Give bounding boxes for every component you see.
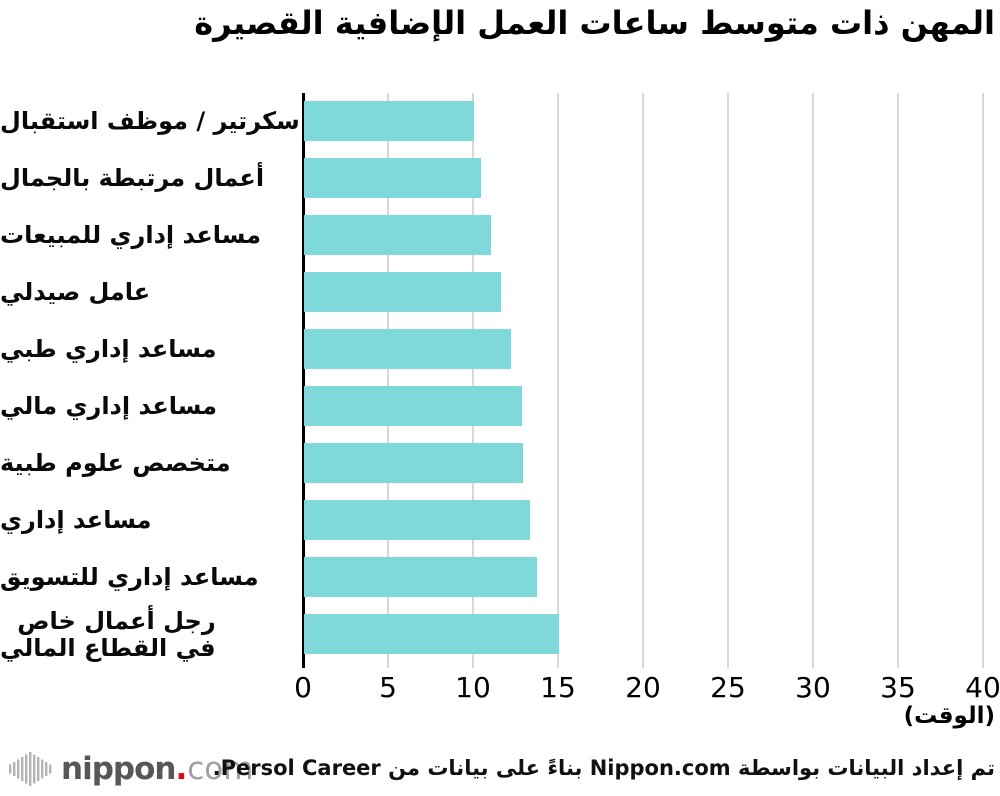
- gridline: [812, 93, 814, 668]
- x-tick-label: 35: [880, 671, 916, 704]
- x-tick-label: 5: [379, 671, 397, 704]
- y-category-label: عامل صيدلي: [0, 278, 151, 307]
- bar: [304, 386, 522, 426]
- y-category-label: مساعد إداري للتسويق: [0, 563, 259, 592]
- y-axis-line: [301, 93, 305, 668]
- logo-brand-text: nippon: [61, 751, 176, 787]
- bar: [304, 215, 491, 255]
- soundwave-bars-icon: [9, 752, 52, 786]
- bar: [304, 101, 474, 141]
- y-category-label: مساعد إداري: [0, 506, 152, 535]
- y-category-label: مساعد إداري للمبيعات: [0, 221, 262, 250]
- gridline: [727, 93, 729, 668]
- y-category-label: مساعد إداري مالي: [0, 392, 218, 421]
- bar: [304, 272, 502, 312]
- x-tick-label: 25: [710, 671, 746, 704]
- attribution-text: تم إعداد البيانات بواسطة Nippon.com بناء…: [212, 756, 995, 780]
- bar: [304, 500, 531, 540]
- logo-red-dot: .: [175, 751, 188, 787]
- y-category-label: متخصص علوم طبية: [0, 449, 231, 478]
- y-category-label: سكرتير / موظف استقبال: [0, 107, 300, 136]
- x-tick-label: 10: [455, 671, 491, 704]
- bar: [304, 329, 512, 369]
- bar: [304, 614, 559, 654]
- nippon-logo: nippon. com: [8, 747, 253, 791]
- bar: [304, 443, 524, 483]
- y-category-label: رجل أعمال خاص في القطاع المالي: [0, 606, 216, 662]
- x-tick-label: 15: [540, 671, 576, 704]
- gridline: [982, 93, 984, 668]
- bar: [304, 158, 481, 198]
- x-axis-unit-label: (الوقت): [903, 703, 995, 729]
- x-tick-label: 40: [965, 671, 1000, 704]
- x-tick-label: 30: [795, 671, 831, 704]
- gridline: [642, 93, 644, 668]
- y-category-label: مساعد إداري طبي: [0, 335, 217, 364]
- gridline: [557, 93, 559, 668]
- x-tick-label: 20: [625, 671, 661, 704]
- gridline: [472, 93, 474, 668]
- gridline: [387, 93, 389, 668]
- x-tick-label: 0: [294, 671, 312, 704]
- bar: [304, 557, 537, 597]
- chart-title: المهن ذات متوسط ساعات العمل الإضافية الق…: [194, 4, 995, 42]
- logo-tld-text: com: [187, 751, 254, 787]
- y-category-label: أعمال مرتبطة بالجمال: [0, 164, 265, 193]
- gridline: [897, 93, 899, 668]
